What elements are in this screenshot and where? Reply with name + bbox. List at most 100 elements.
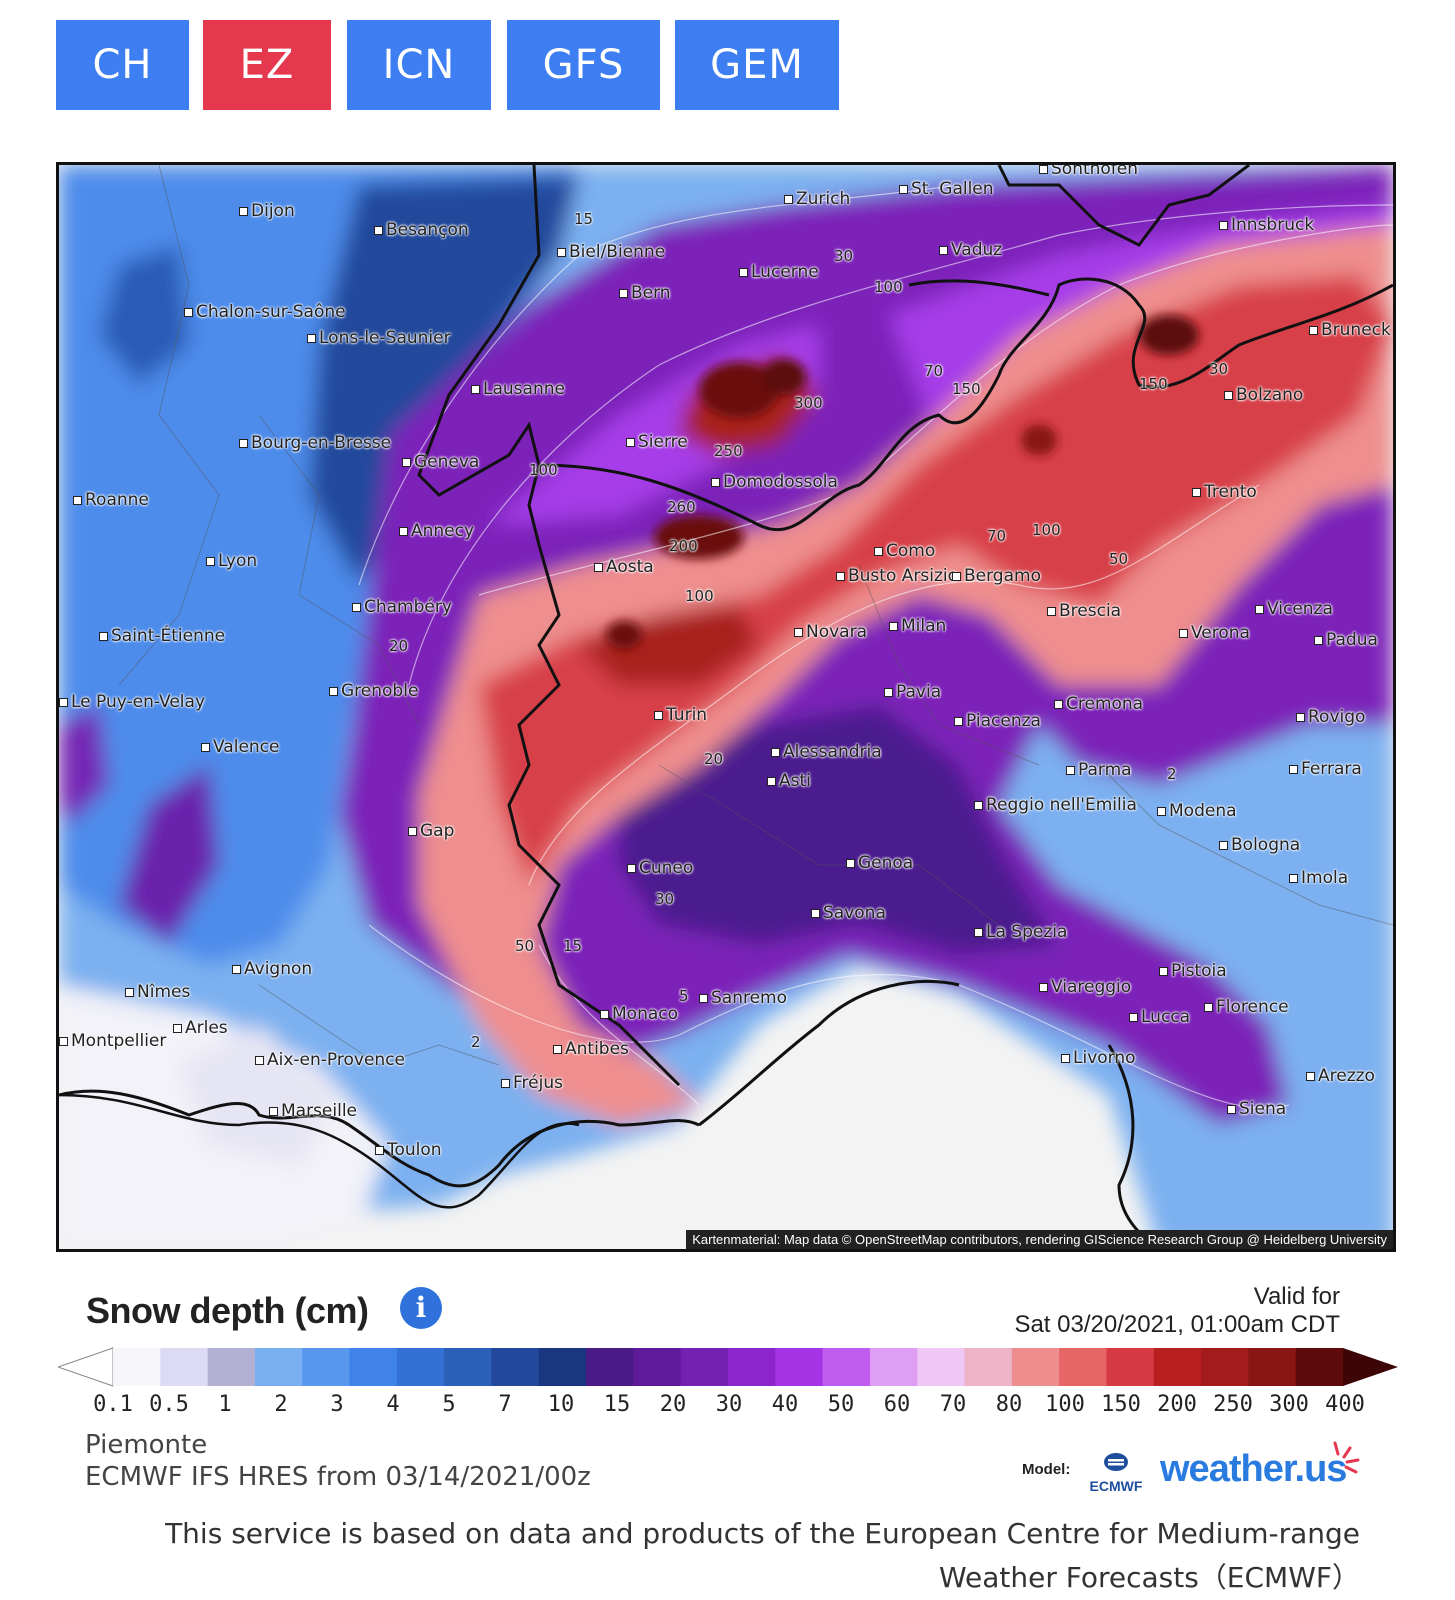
city-marker-icon	[1039, 165, 1048, 174]
scale-ticks: 0.1 0.5 1 2 3 4 5 7 10 15 20 30 40 50 60 70 80 100 150 200 2…	[0, 1392, 1455, 1422]
city-marker-icon	[239, 438, 248, 448]
city-label: Arles	[173, 1018, 228, 1038]
city-label: Antibes	[553, 1039, 629, 1059]
city-marker-icon	[1314, 635, 1323, 645]
scale-cell	[822, 1348, 871, 1386]
contour-label: 300	[794, 394, 823, 412]
scale-tick-label: 60	[883, 1392, 911, 1417]
city-marker-icon	[1179, 628, 1188, 638]
city-label: Grenoble	[329, 681, 418, 701]
city-marker-icon	[1129, 1012, 1138, 1022]
city-label: Zurich	[784, 189, 850, 209]
city-label: Montpellier	[59, 1031, 166, 1051]
city-marker-icon	[1066, 765, 1075, 775]
tab-ch[interactable]: CH	[56, 20, 189, 110]
scale-tick-label: 5	[442, 1392, 456, 1417]
model-source: ECMWF IFS HRES from 03/14/2021/00z	[85, 1462, 591, 1492]
city-label: Bergamo	[952, 566, 1041, 586]
scale-cells	[113, 1348, 1344, 1386]
city-label: Savona	[811, 903, 886, 923]
city-label: Domodossola	[711, 472, 838, 492]
scale-tick-label: 150	[1101, 1392, 1141, 1417]
tab-gem[interactable]: GEM	[675, 20, 839, 110]
scale-tick-label: 4	[386, 1392, 400, 1417]
city-label: Dijon	[239, 201, 295, 221]
region-borders	[118, 165, 1393, 1066]
contour-label: 30	[834, 247, 854, 265]
scale-cell	[1011, 1348, 1060, 1386]
city-marker-icon	[767, 776, 776, 786]
city-label: Gap	[408, 821, 454, 841]
valid-time: Valid for Sat 03/20/2021, 01:00am CDT	[1014, 1283, 1340, 1339]
coastline	[59, 1093, 580, 1209]
disclaimer-line: Weather Forecasts（ECMWF）	[938, 1561, 1360, 1594]
city-marker-icon	[939, 245, 948, 255]
ecmwf-logo[interactable]: ECMWF	[1086, 1450, 1146, 1494]
contour-label: 250	[714, 442, 743, 460]
city-marker-icon	[269, 1106, 278, 1116]
contour-label: 200	[669, 537, 698, 555]
city-label: Modena	[1157, 801, 1237, 821]
city-label: Fréjus	[501, 1073, 563, 1093]
scale-tick-label: 200	[1157, 1392, 1197, 1417]
city-label: Lucca	[1129, 1007, 1190, 1027]
city-marker-icon	[59, 1036, 68, 1046]
scale-tick-label: 1	[218, 1392, 232, 1417]
city-marker-icon	[1219, 840, 1228, 850]
city-marker-icon	[954, 716, 963, 726]
scale-cell	[1295, 1348, 1344, 1386]
scale-cell	[302, 1348, 351, 1386]
legend-title: Snow depth (cm)	[86, 1290, 369, 1331]
city-label: Siena	[1227, 1099, 1286, 1119]
info-icon[interactable]: i	[400, 1287, 442, 1329]
tab-icn[interactable]: ICN	[347, 20, 491, 110]
scale-tick-label: 70	[939, 1392, 967, 1417]
snow-shading	[59, 165, 1393, 1249]
city-label: Nîmes	[125, 982, 190, 1002]
scale-tick-label: 15	[603, 1392, 631, 1417]
city-marker-icon	[784, 194, 793, 204]
valid-label: Valid for	[1253, 1283, 1340, 1310]
city-marker-icon	[501, 1078, 510, 1088]
city-marker-icon	[952, 571, 961, 581]
scale-cell	[917, 1348, 966, 1386]
scale-tick-label: 400	[1325, 1392, 1365, 1417]
city-marker-icon	[654, 710, 663, 720]
city-label: Novara	[794, 622, 867, 642]
city-label: Aix-en-Provence	[255, 1050, 405, 1070]
city-marker-icon	[402, 457, 411, 467]
city-marker-icon	[619, 288, 628, 298]
city-label: Monaco	[600, 1004, 678, 1024]
city-marker-icon	[836, 571, 845, 581]
city-marker-icon	[1296, 712, 1305, 722]
city-marker-icon	[1039, 982, 1048, 992]
city-marker-icon	[811, 908, 820, 918]
city-label: Lausanne	[471, 379, 565, 399]
contour-label: 2	[1167, 765, 1177, 783]
city-label: Saint-Étienne	[99, 626, 225, 646]
city-marker-icon	[899, 184, 908, 194]
scale-cell	[396, 1348, 445, 1386]
city-marker-icon	[329, 686, 338, 696]
contour-label: 50	[1109, 550, 1129, 568]
contour-label: 30	[655, 890, 675, 908]
city-label: Lons-le-Saunier	[307, 328, 451, 348]
valid-date: Sat 03/20/2021, 01:00am CDT	[1014, 1311, 1340, 1338]
city-label: Trento	[1192, 482, 1257, 502]
snow-depth-map[interactable]: Dijon Besançon Biel/Bienne Zurich St. Ga…	[56, 162, 1396, 1252]
city-label: Bern	[619, 283, 671, 303]
scale-high-arrow	[1343, 1348, 1398, 1386]
contour-label: 20	[389, 637, 409, 655]
city-label: Chambéry	[352, 597, 452, 617]
city-marker-icon	[201, 742, 210, 752]
tab-ez[interactable]: EZ	[203, 20, 331, 110]
ecmwf-emblem-icon	[1104, 1453, 1128, 1471]
weather-us-logo[interactable]: weather.us	[1160, 1448, 1347, 1490]
city-marker-icon	[711, 477, 720, 487]
city-marker-icon	[239, 206, 248, 216]
city-marker-icon	[1047, 606, 1056, 616]
city-label: Marseille	[269, 1101, 357, 1121]
disclaimer-line: This service is based on data and produc…	[165, 1517, 1360, 1550]
tab-gfs[interactable]: GFS	[507, 20, 660, 110]
city-label: Avignon	[232, 959, 312, 979]
